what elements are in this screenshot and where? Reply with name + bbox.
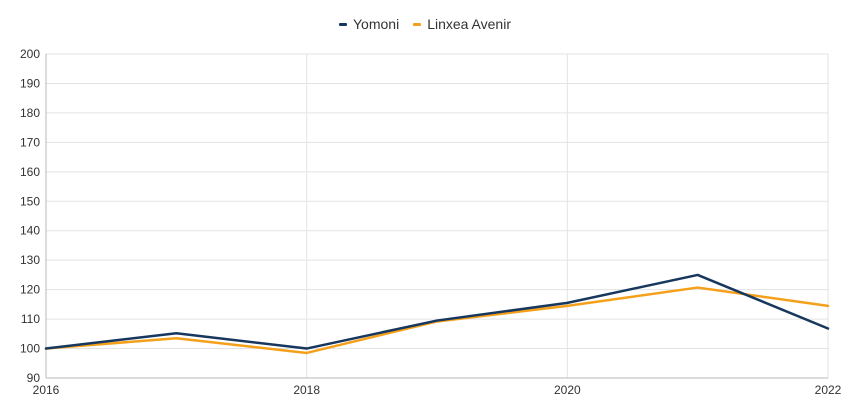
y-tick-190: 190 [20, 76, 40, 90]
y-tick-130: 130 [20, 253, 40, 267]
y-tick-100: 100 [20, 342, 40, 356]
x-tick-2016: 2016 [33, 383, 60, 397]
legend-item-yomoni[interactable]: Yomoni [339, 16, 399, 32]
x-axis-tick-labels: 2016 2018 2020 2022 [33, 383, 842, 397]
x-tick-2018: 2018 [293, 383, 320, 397]
series-lines [44, 273, 830, 355]
legend-swatch-yomoni [339, 22, 347, 26]
legend-label-linxea-avenir: Linxea Avenir [427, 16, 511, 32]
axes [45, 54, 828, 379]
chart-legend: Yomoni Linxea Avenir [0, 16, 850, 32]
y-tick-200: 200 [20, 47, 40, 61]
y-axis-tick-labels: 90 100 110 120 130 140 150 160 170 180 190 200 [20, 47, 40, 385]
horizontal-gridlines [46, 53, 828, 379]
y-tick-170: 170 [20, 135, 40, 149]
y-tick-160: 160 [20, 165, 40, 179]
legend-swatch-linxea-avenir [413, 22, 422, 26]
series-line-yomoni [44, 273, 830, 350]
y-tick-90: 90 [27, 371, 41, 385]
y-tick-150: 150 [20, 194, 40, 208]
vertical-gridlines [45, 54, 829, 378]
legend-label-yomoni: Yomoni [353, 16, 400, 32]
x-tick-2020: 2020 [554, 383, 581, 397]
y-tick-180: 180 [20, 106, 40, 120]
y-tick-140: 140 [20, 224, 40, 238]
legend-item-linxea-avenir[interactable]: Linxea Avenir [413, 16, 511, 32]
y-tick-110: 110 [21, 312, 40, 326]
y-tick-120: 120 [20, 283, 40, 297]
x-tick-2022: 2022 [815, 383, 842, 397]
